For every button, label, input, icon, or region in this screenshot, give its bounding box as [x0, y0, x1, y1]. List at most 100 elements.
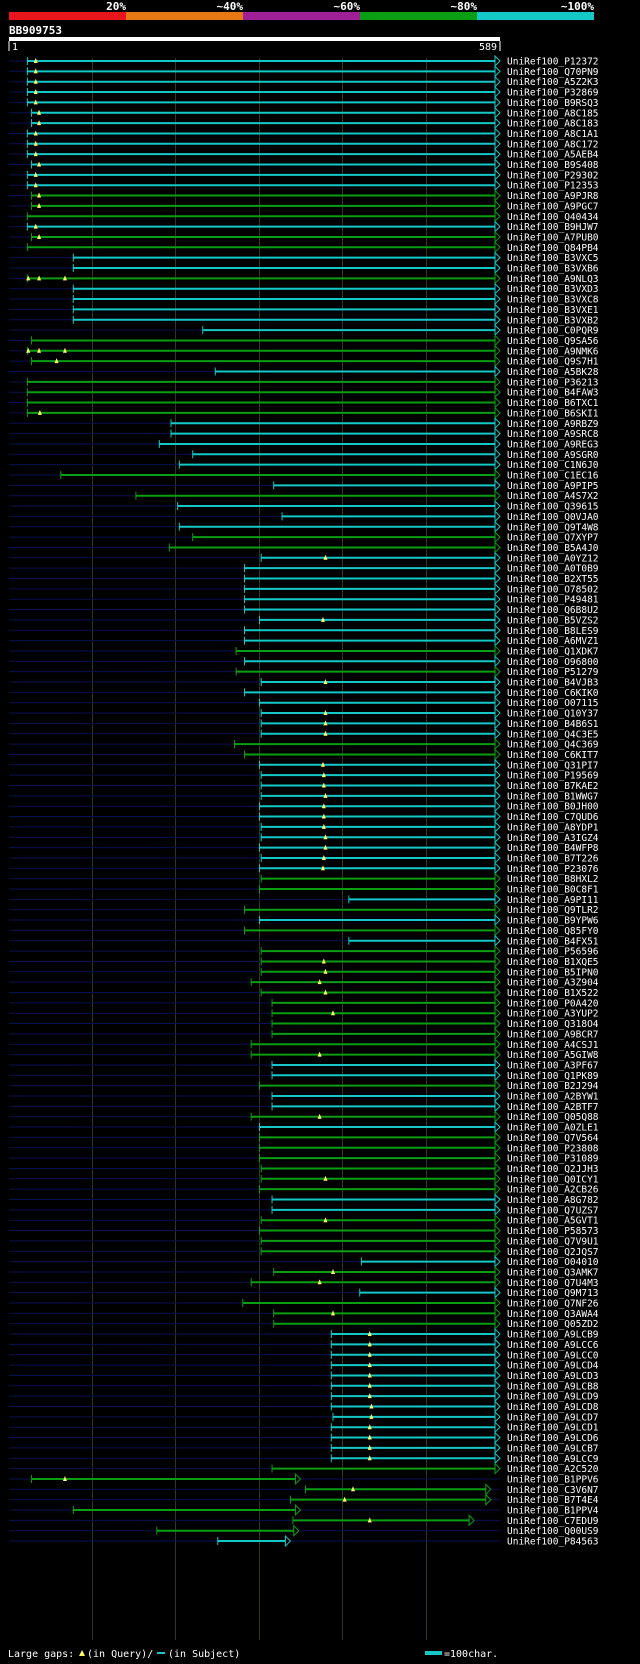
hit-arrow-icon [494, 1110, 501, 1123]
hit-arrow-icon [494, 655, 501, 668]
hit-arrow-icon [494, 448, 501, 461]
hit-arrow-icon [494, 893, 501, 906]
identity-scale-legend: 20% ~40% ~60% ~80% ~100% [9, 0, 594, 20]
query-bar [9, 37, 500, 41]
hit-label: UniRef100_B5IPN0 [507, 967, 599, 978]
hit-arrow-icon [494, 986, 501, 999]
identity-scale-label: ~60% [334, 0, 361, 13]
query-gap-marker [33, 171, 38, 177]
query-end-label: 589 [479, 42, 497, 53]
query-gap-marker [37, 192, 42, 198]
identity-scale-segment [243, 12, 360, 20]
hit-label: UniRef100_Q84PB4 [507, 243, 599, 254]
hit-label: UniRef100_P32869 [507, 88, 599, 99]
hit-arrow-icon [494, 872, 501, 885]
hit-arrow-icon [485, 1493, 492, 1506]
hit-label: UniRef100_Q4C3E5 [507, 729, 599, 740]
query-gap-marker [62, 347, 67, 353]
hit-label: UniRef100_A9LCB8 [507, 1381, 599, 1392]
query-gap-marker [323, 679, 328, 684]
hit-label: UniRef100_A9LCD7 [507, 1412, 599, 1423]
hit-arrow-icon [494, 458, 501, 471]
hit-label: UniRef100_P36213 [507, 377, 599, 388]
hit-arrow-icon [494, 1245, 501, 1258]
hit-label: UniRef100_Q7UZS7 [507, 1205, 599, 1216]
query-gap-marker [33, 99, 38, 105]
query-gap-marker [26, 347, 31, 353]
hit-label: UniRef100_Q7NF26 [507, 1299, 599, 1310]
hit-label: UniRef100_Q3AMK7 [507, 1267, 599, 1278]
hit-arrow-icon [494, 1069, 501, 1082]
hit-arrow-icon [494, 1017, 501, 1030]
hit-arrow-icon [494, 1462, 501, 1475]
hit-label: UniRef100_A9LCC9 [507, 1454, 599, 1465]
hit-label: UniRef100_B4B6S1 [507, 719, 599, 730]
query-gap-marker [367, 1341, 372, 1347]
hit-label: UniRef100_B7KAE2 [507, 781, 599, 792]
hit-label: UniRef100_Q7V564 [507, 1133, 599, 1144]
hit-label: UniRef100_B1X522 [507, 988, 599, 999]
query-gap-marker [367, 1362, 372, 1368]
hit-arrow-icon [494, 499, 501, 513]
hit-arrow-icon [494, 178, 501, 192]
hit-arrow-icon [494, 1120, 501, 1134]
query-gap-marker [33, 58, 38, 63]
query-gap-marker [330, 1010, 335, 1016]
query-gap-marker [33, 78, 38, 84]
hit-arrow-icon [494, 1369, 501, 1382]
hit-label: UniRef100_A9LCB9 [507, 1330, 599, 1341]
hit-arrow-icon [494, 530, 501, 544]
hit-arrow-icon [494, 1286, 501, 1299]
hit-arrow-icon [494, 1317, 501, 1330]
hit-arrow-icon [494, 1234, 501, 1248]
hit-label: UniRef100_B1WWG7 [507, 791, 599, 802]
hit-label: UniRef100_B3VXC5 [507, 253, 599, 264]
hit-label: UniRef100_A2C520 [507, 1464, 599, 1475]
query-gap-marker [367, 1351, 372, 1357]
hit-arrow-icon [494, 913, 501, 927]
hit-arrow-icon [494, 272, 501, 285]
hit-label: UniRef100_O96800 [507, 657, 599, 668]
hit-label: UniRef100_A9SRC8 [507, 429, 599, 440]
query-gap-marker [321, 854, 326, 860]
query-gap-marker [321, 813, 326, 819]
hit-label: UniRef100_C6KIK0 [507, 688, 599, 699]
hit-arrow-icon [494, 210, 501, 223]
hit-arrow-icon [494, 1203, 501, 1217]
query-id-label: BB909753 [9, 24, 62, 37]
hit-arrow-icon [494, 1058, 501, 1072]
hit-arrow-icon [494, 137, 501, 151]
hit-arrow-icon [494, 934, 501, 947]
hit-arrow-icon [494, 1327, 501, 1341]
hit-arrow-icon [494, 65, 501, 78]
hit-arrow-icon [494, 365, 501, 378]
hit-label: UniRef100_B3VXB2 [507, 315, 599, 326]
hit-label: UniRef100_P58573 [507, 1226, 599, 1237]
hit-label: UniRef100_B5A4J0 [507, 543, 599, 554]
hit-arrow-icon [494, 127, 501, 140]
query-gap-marker [33, 140, 38, 146]
hit-label: UniRef100_A9NMK6 [507, 346, 599, 357]
query-gap-marker [367, 1517, 372, 1523]
hit-label: UniRef100_B6TXC1 [507, 398, 599, 409]
hit-label: UniRef100_C7QUD6 [507, 812, 599, 823]
hit-label: UniRef100_A6MVZ1 [507, 636, 599, 647]
query-gap-marker [37, 120, 42, 126]
hit-label: UniRef100_A3Z904 [507, 978, 599, 989]
hit-arrow-icon [494, 1452, 501, 1465]
hit-label: UniRef100_A8G782 [507, 1195, 599, 1206]
hit-arrow-icon [494, 199, 501, 213]
hit-label: UniRef100_A9SGR0 [507, 450, 599, 461]
hit-label: UniRef100_P31089 [507, 1154, 599, 1165]
hit-label: UniRef100_Q2JJH3 [507, 1164, 599, 1175]
query-gap-marker [317, 1051, 322, 1057]
query-gap-marker [369, 1413, 374, 1419]
hit-label: UniRef100_A5GIW8 [507, 1050, 599, 1061]
hit-arrow-icon [494, 820, 501, 834]
hit-arrow-icon [494, 748, 501, 761]
hit-arrow-icon [494, 292, 501, 306]
hit-label: UniRef100_A5AEB4 [507, 150, 599, 161]
hit-label: UniRef100_P12372 [507, 57, 599, 68]
hit-arrow-icon [494, 1048, 501, 1061]
